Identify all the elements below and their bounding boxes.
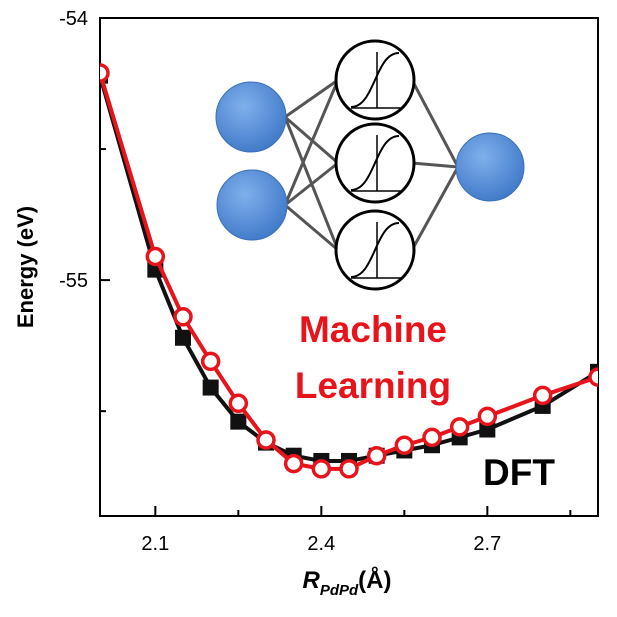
ticks-layer: 2.1 2.4 2.7 -54 -55 (59, 8, 572, 555)
input-node (216, 169, 288, 241)
ml-point (366, 445, 387, 466)
ml-point (100, 63, 110, 83)
ml-point (256, 430, 276, 450)
y-axis-title: Energy (eV) (13, 206, 38, 328)
x-tick-label: 2.7 (473, 533, 501, 555)
dft-point (175, 329, 191, 346)
x-axis-subscript: PdPd (320, 582, 359, 599)
output-node (455, 132, 525, 202)
ml-point (173, 307, 193, 327)
x-axis-title: RPdPd(Å) (302, 566, 391, 599)
ml-point (311, 459, 332, 479)
hidden-node (334, 122, 416, 204)
dft-series-line (100, 75, 598, 463)
x-tick-label: 2.4 (307, 533, 335, 555)
ml-point (588, 367, 598, 387)
dft-point (479, 421, 496, 438)
ml-point (532, 385, 553, 406)
ml-point (283, 453, 304, 474)
ml-point (228, 393, 249, 414)
plot-frame (99, 17, 599, 517)
ml-point (477, 406, 498, 427)
x-axis-unit: (Å) (358, 566, 391, 594)
hidden-node (334, 39, 416, 121)
dft-point (202, 379, 219, 396)
ml-point (145, 246, 166, 267)
ml-point (394, 435, 415, 455)
x-axis-symbol: R (302, 567, 320, 594)
ml-point (422, 427, 442, 448)
ml-point (200, 351, 221, 372)
ml-label-line2: Learning (295, 365, 451, 406)
dft-label: DFT (483, 452, 555, 493)
ml-series-line (100, 72, 598, 471)
ml-point (449, 417, 470, 437)
ml-label-line1: Machine (299, 309, 447, 350)
dft-point (230, 413, 247, 430)
network-edges (283, 78, 460, 252)
x-tick-label: 2.1 (141, 533, 169, 555)
input-node (215, 81, 287, 153)
ml-point (339, 459, 359, 479)
y-tick-label: -55 (59, 270, 88, 292)
hidden-node (334, 209, 416, 291)
neural-network-diagram (215, 39, 525, 291)
series-layer (100, 63, 598, 479)
y-tick-label: -54 (59, 8, 88, 30)
